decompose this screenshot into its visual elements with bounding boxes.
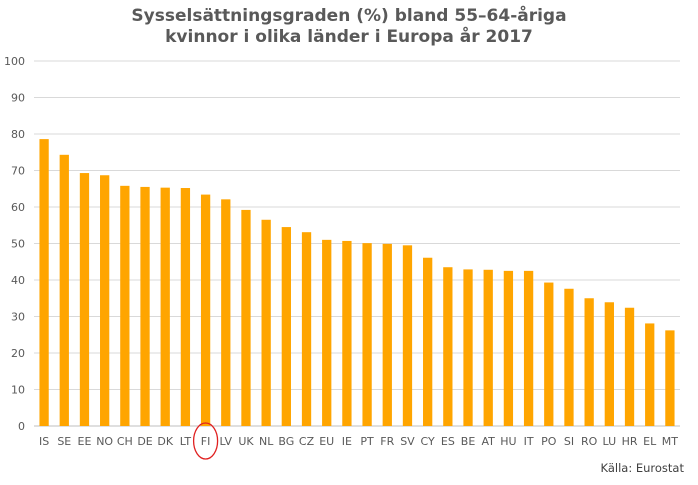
y-tick-label: 100 (4, 55, 25, 68)
bar-de (140, 186, 150, 426)
bar-po (544, 282, 554, 426)
x-tick-label-uk: UK (238, 435, 254, 448)
highlight-circle-fi (192, 422, 219, 460)
bar-ee (79, 173, 90, 426)
y-tick-label: 70 (11, 165, 25, 178)
bar-nl (261, 219, 271, 426)
x-tick-label-si: SI (564, 435, 574, 448)
y-tick-label: 80 (11, 128, 25, 141)
y-tick-label: 50 (11, 238, 25, 251)
x-tick-label-eu: EU (319, 435, 334, 448)
bar-uk (241, 209, 251, 426)
x-tick-label-at: AT (482, 435, 496, 448)
x-tick-label-no: NO (96, 435, 113, 448)
bar-be (463, 269, 473, 426)
x-tick-label-el: EL (643, 435, 657, 448)
chart-title-line-2: kvinnor i olika länder i Europa år 2017 (165, 27, 533, 47)
y-tick-label: 40 (11, 274, 25, 287)
x-tick-label-nl: NL (259, 435, 274, 448)
bar-ro (584, 298, 594, 426)
x-tick-label-es: ES (441, 435, 455, 448)
source-note: Källa: Eurostat (600, 461, 684, 475)
x-tick-label-fr: FR (380, 435, 394, 448)
y-tick-label: 90 (11, 92, 25, 105)
bar-es (443, 267, 453, 426)
bar-ch (120, 185, 130, 426)
bar-si (564, 288, 574, 426)
x-tick-label-ie: IE (342, 435, 352, 448)
x-tick-label-cz: CZ (299, 435, 315, 448)
chart-title: Sysselsättningsgraden (%) bland 55–64-år… (0, 6, 698, 48)
x-tick-label-dk: DK (157, 435, 173, 448)
bar-is (39, 139, 49, 427)
x-tick-label-ee: EE (78, 435, 92, 448)
x-tick-label-ch: CH (117, 435, 133, 448)
x-tick-label-hu: HU (500, 435, 516, 448)
x-tick-label-lu: LU (603, 435, 617, 448)
y-tick-label: 10 (11, 384, 25, 397)
x-tick-label-lt: LT (180, 435, 192, 448)
bar-bg (281, 227, 291, 426)
bar-lu (604, 302, 614, 426)
x-tick-label-sv: SV (400, 435, 415, 448)
bar-hr (624, 307, 635, 426)
bar-mt (665, 330, 675, 426)
x-tick-label-lv: LV (220, 435, 233, 448)
bar-se (59, 154, 69, 426)
bar-ie (342, 240, 352, 426)
bar-cz (301, 232, 312, 426)
x-tick-label-pt: PT (360, 435, 374, 448)
gridlines (34, 60, 680, 427)
bar-pt (362, 243, 372, 426)
bar-dk (160, 187, 170, 426)
x-tick-label-cy: CY (421, 435, 435, 448)
x-tick-label-se: SE (57, 435, 71, 448)
y-axis-ticks: 0 10 20 30 40 50 60 70 80 90 100 (4, 55, 25, 433)
bar-eu (322, 239, 332, 426)
x-tick-label-hr: HR (622, 435, 638, 448)
bars (39, 139, 675, 427)
x-tick-label-fi: FI (201, 435, 211, 448)
bar-cy (423, 257, 433, 426)
bar-it (523, 270, 534, 426)
x-tick-label-de: DE (137, 435, 152, 448)
x-tick-label-ro: RO (581, 435, 598, 448)
x-tick-label-bg: BG (278, 435, 294, 448)
bar-fi (200, 194, 211, 426)
bar-hu (503, 270, 514, 426)
bar-sv (402, 245, 413, 426)
chart-title-line-1: Sysselsättningsgraden (%) bland 55–64-år… (131, 6, 567, 26)
x-tick-label-be: BE (461, 435, 476, 448)
bar-no (100, 175, 110, 426)
x-tick-label-it: IT (524, 435, 534, 448)
y-tick-label: 0 (18, 420, 25, 433)
x-tick-label-mt: MT (662, 435, 678, 448)
bar-el (645, 323, 655, 426)
bar-lv (221, 199, 231, 426)
y-tick-label: 30 (11, 311, 25, 324)
bar-at (483, 269, 493, 426)
y-tick-label: 60 (11, 201, 25, 214)
highlight-markers (192, 422, 219, 460)
x-tick-label-is: IS (39, 435, 49, 448)
bar-lt (180, 188, 191, 426)
bar-fr (382, 243, 392, 426)
x-tick-label-po: PO (541, 435, 557, 448)
x-axis-labels: IS SE EE NO CH DE DK LT FI LV UK NL BG CZ EU IE PT FR SV CY… (39, 435, 678, 448)
y-tick-label: 20 (11, 347, 25, 360)
